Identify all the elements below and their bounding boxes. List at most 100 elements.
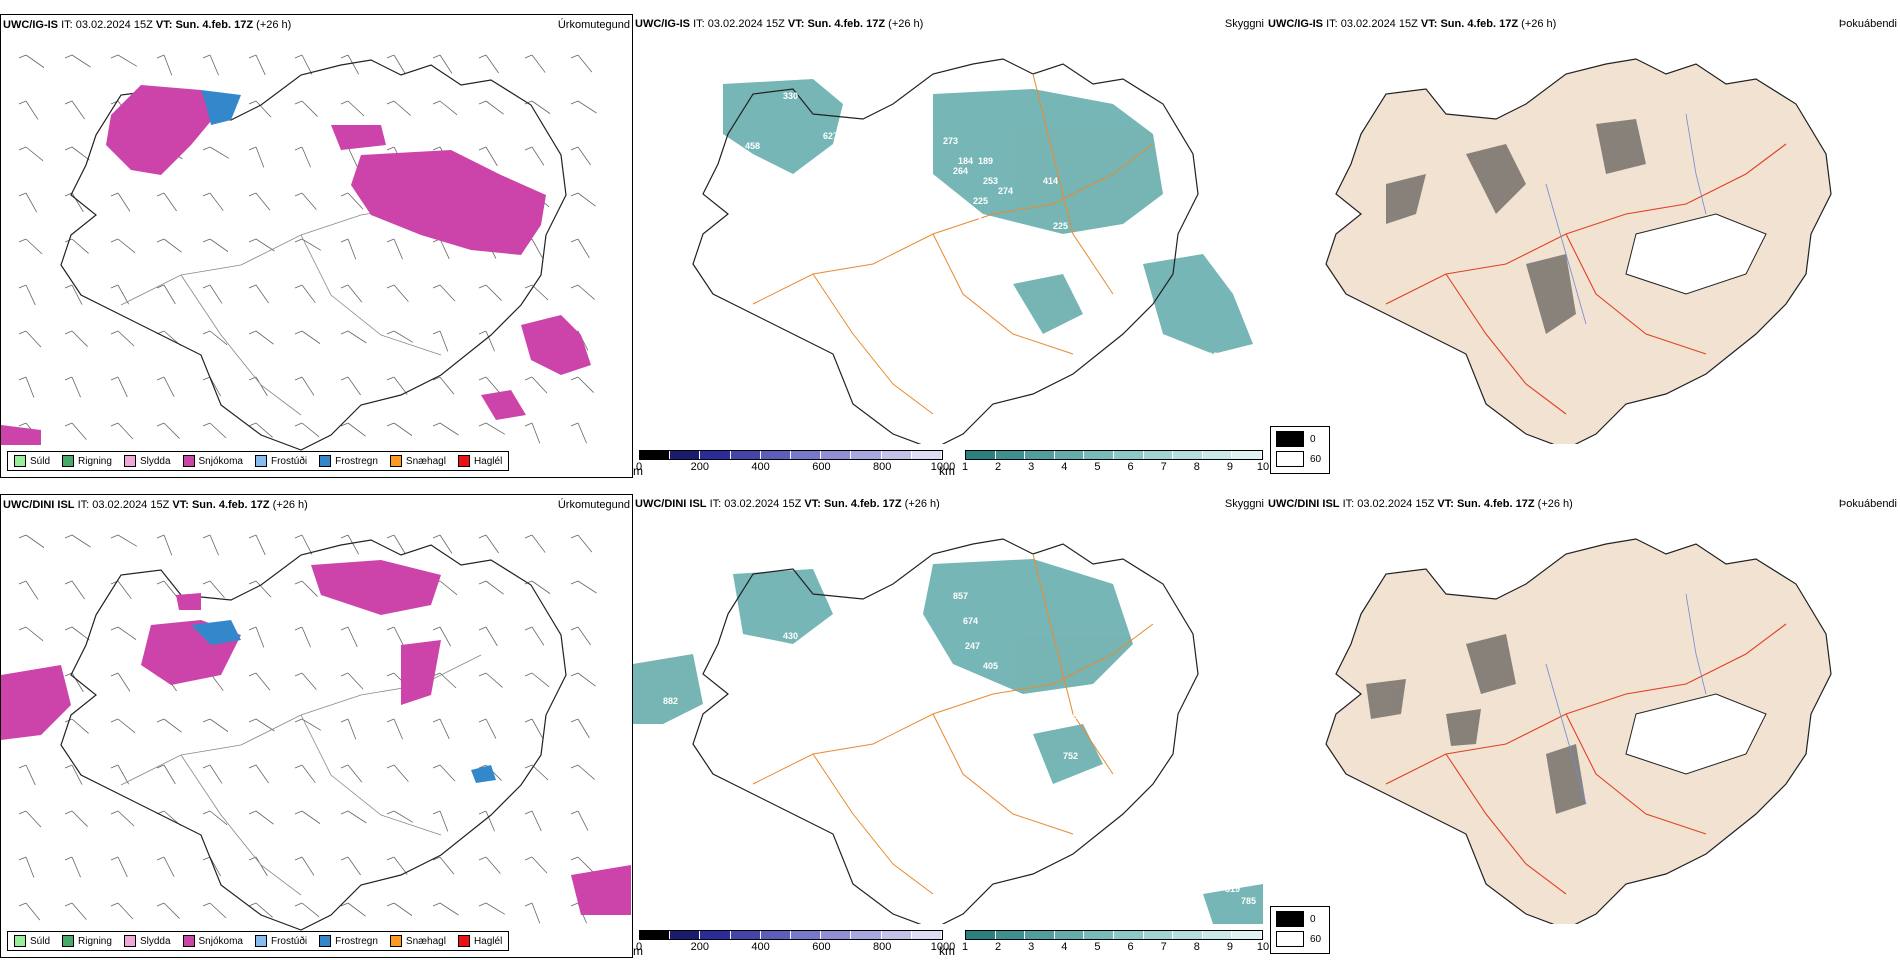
wind-barb-flag bbox=[18, 856, 27, 861]
wind-barb-flag bbox=[570, 146, 579, 151]
wind-barb bbox=[577, 146, 591, 166]
cloud-base-label: 430 bbox=[783, 631, 798, 641]
wind-barb bbox=[117, 54, 138, 67]
cloud-base-label: 882 bbox=[663, 696, 678, 706]
wind-barb-flag bbox=[570, 284, 579, 289]
wind-barb-flag bbox=[64, 100, 73, 105]
glacier-white bbox=[1625, 693, 1767, 775]
wind-barb-flag bbox=[64, 902, 73, 907]
wind-barb-flag bbox=[64, 580, 73, 585]
wind-barb-flag bbox=[294, 626, 303, 631]
cloud-base-label: 286 bbox=[1163, 166, 1178, 176]
wind-barb-flag bbox=[18, 626, 27, 631]
colorbar-cell bbox=[1232, 451, 1262, 459]
wind-barb bbox=[485, 856, 501, 874]
wind-barb-flag bbox=[478, 100, 487, 105]
fog-map bbox=[1325, 58, 1832, 444]
wind-barb-flag bbox=[340, 422, 349, 427]
wind-barb-flag bbox=[386, 100, 395, 105]
wind-barb bbox=[347, 626, 358, 648]
precip-swatch bbox=[457, 455, 470, 467]
wind-barb bbox=[301, 718, 322, 731]
visibility-colorbar bbox=[639, 930, 943, 940]
wind-barb bbox=[163, 534, 173, 556]
fog-swatch bbox=[1276, 931, 1304, 947]
wind-barb bbox=[393, 764, 409, 782]
tick-label: 8 bbox=[1193, 941, 1200, 953]
fog-legend: 0 60 bbox=[1270, 906, 1330, 954]
wind-barb bbox=[71, 810, 88, 827]
precip-label: Súld bbox=[30, 935, 51, 947]
wind-barb bbox=[255, 534, 266, 556]
wind-barb bbox=[163, 54, 173, 76]
snow-areas bbox=[1, 85, 591, 445]
cloud-base-label: 784 bbox=[1253, 386, 1266, 396]
wind-barb bbox=[209, 718, 229, 732]
wind-barb-flag bbox=[64, 534, 73, 539]
wind-barb-flag bbox=[156, 192, 165, 197]
visibility-legend: 0 200 400 600 800 1000 bbox=[636, 450, 955, 480]
precip-label: Snjókoma bbox=[198, 935, 243, 947]
cloud-ticks: 1 2 3 4 5 6 7 8 9 10 bbox=[962, 940, 1269, 954]
wind-barb bbox=[439, 54, 453, 74]
road-network bbox=[1385, 623, 1787, 895]
wind-barb bbox=[163, 856, 175, 877]
wind-barb bbox=[301, 626, 311, 648]
wind-barb-flag bbox=[478, 718, 487, 723]
precip-label: Frostúði bbox=[270, 455, 308, 467]
wind-barb-flag bbox=[64, 146, 73, 151]
wind-barb bbox=[163, 192, 177, 212]
wind-barb bbox=[393, 626, 405, 647]
precip-swatch bbox=[123, 935, 136, 947]
precip-swatch bbox=[457, 935, 470, 947]
colorbar-cell bbox=[821, 451, 852, 459]
wind-barb-flag bbox=[110, 330, 119, 335]
wind-barb bbox=[117, 672, 131, 692]
wind-barb bbox=[301, 764, 316, 783]
wind-barb bbox=[485, 146, 498, 167]
wind-barb bbox=[439, 764, 456, 782]
wind-barb bbox=[163, 764, 176, 785]
wind-barb bbox=[117, 534, 138, 547]
fog-panel-row1: UWC/IG-IS IT: 03.02.2024 15Z VT: Sun. 4.… bbox=[1266, 14, 1899, 478]
colorbar-cell bbox=[1113, 451, 1144, 459]
colorbar-cell bbox=[730, 931, 761, 939]
wind-barb bbox=[485, 54, 499, 74]
visibility-unit: m bbox=[633, 464, 643, 478]
wind-barb-flag bbox=[202, 422, 211, 427]
precip-legend: Súld Rigning Slydda Snjókoma Frostúði Frostre… bbox=[7, 931, 510, 951]
wind-barb-flag bbox=[524, 856, 533, 861]
wind-barb-flag bbox=[248, 626, 257, 631]
precip-type-panel-row1: UWC/IG-IS IT: 03.02.2024 15Z VT: Sun. 4.… bbox=[0, 14, 633, 478]
wind-barb bbox=[25, 626, 44, 642]
iceland-outline bbox=[692, 538, 1199, 924]
colorbar-cell bbox=[911, 451, 943, 459]
wind-barb-flag bbox=[386, 810, 395, 815]
wind-barb bbox=[25, 764, 36, 786]
wind-barb bbox=[439, 810, 449, 832]
wind-barb bbox=[439, 672, 457, 689]
precip-legend-item: Frostregn bbox=[319, 455, 378, 467]
wind-barb bbox=[577, 238, 590, 259]
tick-label: 4 bbox=[1061, 461, 1068, 473]
wind-barb bbox=[255, 192, 271, 211]
fog-panel-row2: UWC/DINI ISL IT: 03.02.2024 15Z VT: Sun.… bbox=[1266, 494, 1899, 958]
wind-barb-flag bbox=[294, 192, 303, 197]
wind-barb-flag bbox=[64, 856, 73, 861]
wind-barb bbox=[25, 146, 44, 162]
wind-barb bbox=[255, 718, 275, 732]
precip-legend-item: Snjókoma bbox=[182, 935, 243, 947]
panel-header: UWC/IG-IS IT: 03.02.2024 15Z VT: Sun. 4.… bbox=[1268, 18, 1557, 30]
wind-barb-flag bbox=[294, 376, 303, 381]
wind-barb-flag bbox=[340, 54, 349, 59]
wind-barb-flag bbox=[110, 902, 119, 907]
freezing-rain-areas bbox=[191, 620, 496, 783]
wind-barb bbox=[209, 422, 227, 439]
wind-barb-flag bbox=[294, 100, 303, 105]
wind-barb-flag bbox=[478, 284, 487, 289]
wind-barb-flag bbox=[478, 330, 487, 335]
wind-barb bbox=[393, 718, 403, 740]
cloud-base-label: 458 bbox=[745, 141, 760, 151]
wind-barb-flag bbox=[570, 580, 579, 585]
